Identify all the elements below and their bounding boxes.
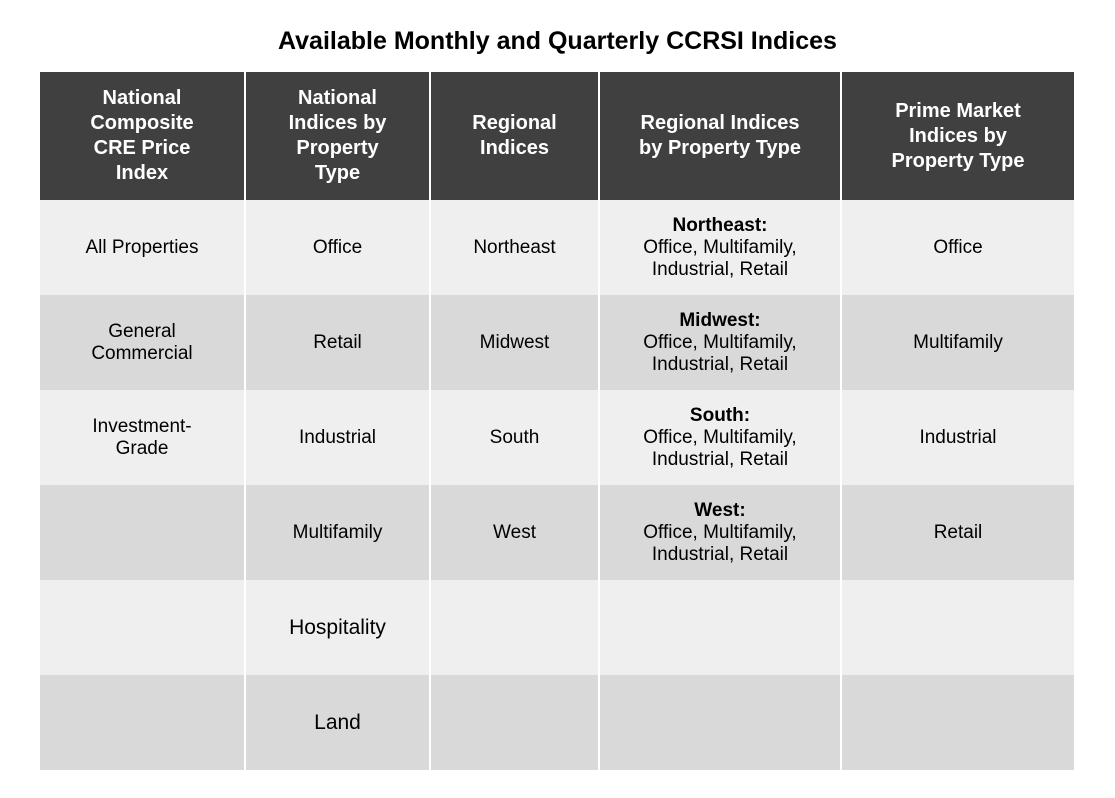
table-row: Multifamily West West: Office, Multifami… (40, 485, 1074, 580)
header-regional: Regional Indices (429, 72, 599, 200)
indices-table: National Composite CRE Price Index Natio… (40, 72, 1074, 770)
cell-regional: South (429, 390, 599, 485)
table-row: General Commercial Retail Midwest Midwes… (40, 295, 1074, 390)
table-row: Land (40, 675, 1074, 770)
cell-national-composite (40, 580, 245, 675)
cell-regional (429, 675, 599, 770)
table-row: All Properties Office Northeast Northeas… (40, 200, 1074, 295)
cell-national-by-type: Land (244, 675, 430, 770)
cell-regional-by-type (598, 675, 841, 770)
region-types: Office, Multifamily, Industrial, Retail (643, 521, 797, 565)
cell-regional-by-type: West: Office, Multifamily, Industrial, R… (598, 485, 841, 580)
cell-prime-market (840, 580, 1074, 675)
cell-national-by-type: Multifamily (244, 485, 430, 580)
cell-regional: Midwest (429, 295, 599, 390)
cell-regional (429, 580, 599, 675)
table-row: Investment-Grade Industrial South South:… (40, 390, 1074, 485)
cell-national-composite: All Properties (40, 200, 245, 295)
cell-national-by-type: Retail (244, 295, 430, 390)
cell-prime-market: Industrial (840, 390, 1074, 485)
header-prime-market: Prime Market Indices by Property Type (840, 72, 1074, 200)
cell-prime-market (840, 675, 1074, 770)
region-name: Midwest: (679, 309, 761, 331)
cell-national-composite: Investment-Grade (40, 390, 245, 485)
cell-regional-by-type (598, 580, 841, 675)
cell-regional: Northeast (429, 200, 599, 295)
cell-national-by-type: Hospitality (244, 580, 430, 675)
cell-regional-by-type: Midwest: Office, Multifamily, Industrial… (598, 295, 841, 390)
region-types: Office, Multifamily, Industrial, Retail (643, 236, 797, 280)
cell-prime-market: Office (840, 200, 1074, 295)
cell-regional-by-type: South: Office, Multifamily, Industrial, … (598, 390, 841, 485)
cell-national-by-type: Office (244, 200, 430, 295)
table-row: Hospitality (40, 580, 1074, 675)
region-name: Northeast: (672, 214, 768, 236)
cell-regional: West (429, 485, 599, 580)
header-national-composite: National Composite CRE Price Index (40, 72, 245, 200)
region-name: South: (689, 404, 751, 426)
header-national-by-type: National Indices by Property Type (244, 72, 430, 200)
cell-national-composite: General Commercial (40, 295, 245, 390)
region-types: Office, Multifamily, Industrial, Retail (643, 426, 797, 470)
cell-national-composite (40, 485, 245, 580)
header-row: National Composite CRE Price Index Natio… (40, 72, 1074, 200)
cell-prime-market: Retail (840, 485, 1074, 580)
cell-regional-by-type: Northeast: Office, Multifamily, Industri… (598, 200, 841, 295)
page-title: Available Monthly and Quarterly CCRSI In… (278, 27, 837, 55)
cell-prime-market: Multifamily (840, 295, 1074, 390)
cell-national-by-type: Industrial (244, 390, 430, 485)
region-types: Office, Multifamily, Industrial, Retail (643, 331, 797, 375)
region-name: West: (694, 499, 746, 521)
header-regional-by-type: Regional Indices by Property Type (598, 72, 841, 200)
cell-national-composite (40, 675, 245, 770)
